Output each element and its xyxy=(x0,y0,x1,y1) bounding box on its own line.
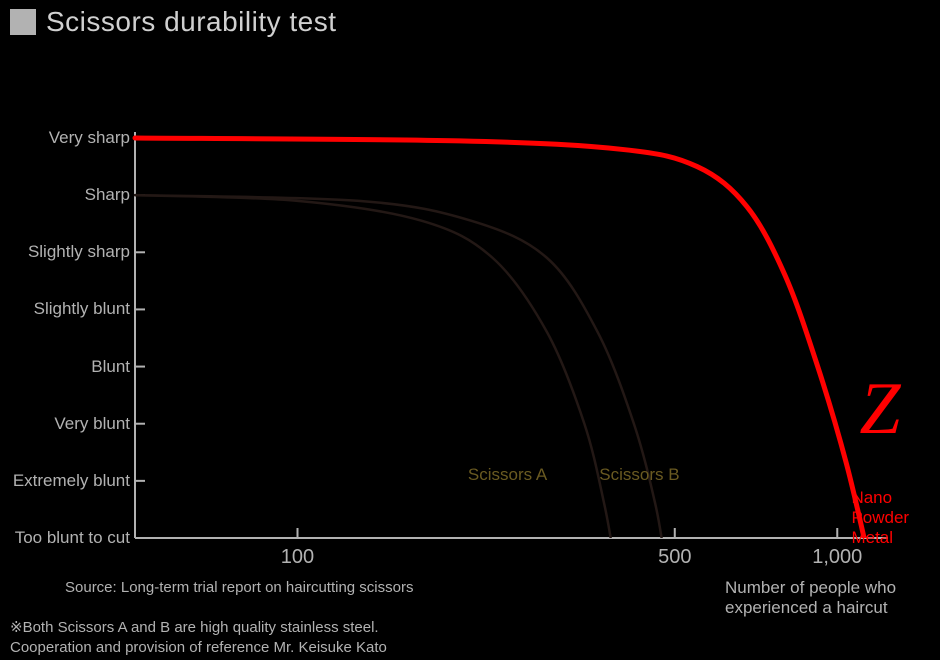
series-label-nano-powder-metal: Nano Powder Metal xyxy=(851,488,910,548)
z-mark-icon: Z xyxy=(859,372,900,446)
series-nano-powder-metal xyxy=(135,138,868,555)
chart-title: Scissors durability test xyxy=(46,6,337,38)
x-axis-caption: Number of people whoexperienced a haircu… xyxy=(725,578,896,618)
y-tick-label: Slightly blunt xyxy=(0,299,130,319)
y-tick-label: Slightly sharp xyxy=(0,242,130,262)
series-scissors-b xyxy=(135,195,664,555)
source-text: Source: Long-term trial report on haircu… xyxy=(65,578,413,598)
y-tick-label: Extremely blunt xyxy=(0,471,130,491)
x-tick-label: 500 xyxy=(658,546,691,569)
chart-svg xyxy=(0,60,940,660)
title-row: Scissors durability test xyxy=(10,6,337,38)
y-tick-label: Blunt xyxy=(0,357,130,377)
y-tick-label: Sharp xyxy=(0,185,130,205)
y-tick-label: Too blunt to cut xyxy=(0,528,130,548)
series-label-scissors-a: Scissors A xyxy=(468,465,547,485)
footnote-2: Cooperation and provision of reference M… xyxy=(10,638,387,658)
footnote-1: ※Both Scissors A and B are high quality … xyxy=(10,618,379,638)
x-tick-label: 1,000 xyxy=(812,546,862,569)
y-tick-label: Very sharp xyxy=(0,128,130,148)
title-bullet-icon xyxy=(10,9,36,35)
y-tick-label: Very blunt xyxy=(0,414,130,434)
chart-area: Very sharp Sharp Slightly sharp Slightly bl… xyxy=(0,60,940,660)
series-label-scissors-b: Scissors B xyxy=(599,465,679,485)
chart-container: Scissors durability test Very sharp Sharp… xyxy=(0,0,940,660)
x-tick-label: 100 xyxy=(281,546,314,569)
series-scissors-a xyxy=(135,195,614,555)
